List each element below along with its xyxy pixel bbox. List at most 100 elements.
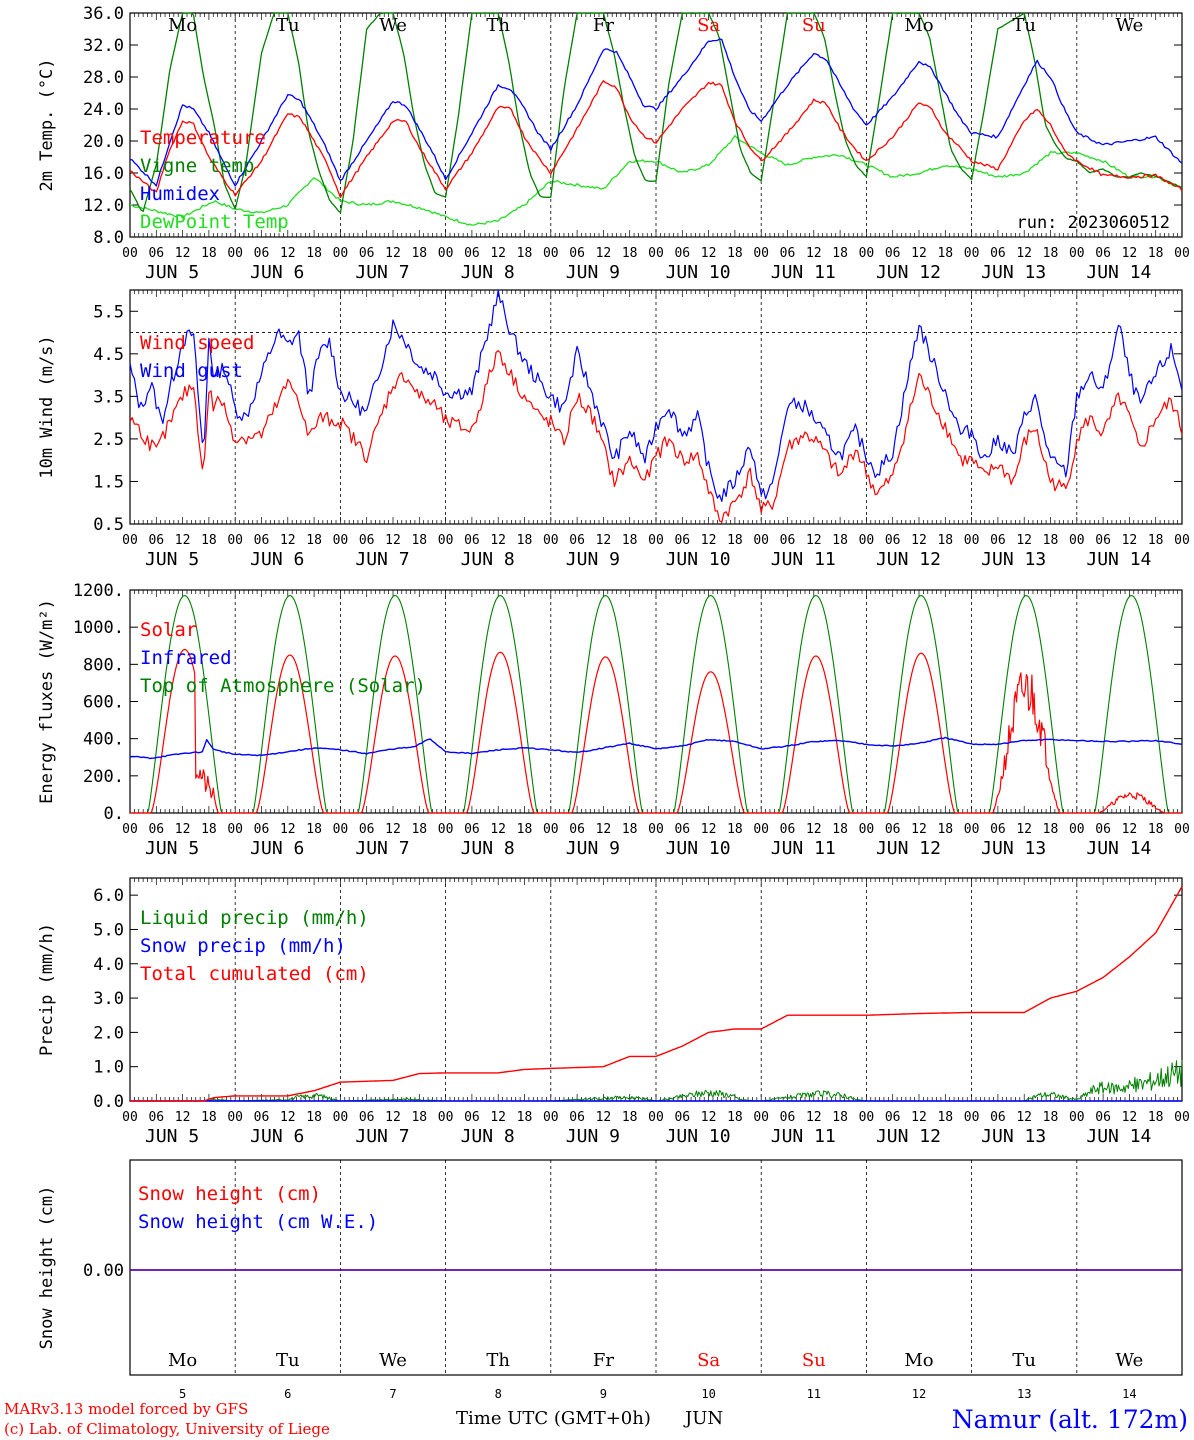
hour-tick-label: 00 bbox=[964, 246, 980, 261]
hour-tick-label: 00 bbox=[859, 246, 875, 261]
hour-tick-label: 18 bbox=[411, 533, 427, 548]
hour-tick-label: 00 bbox=[227, 1110, 243, 1125]
date-tick-label: JUN 8 bbox=[461, 549, 515, 570]
date-label: 7 bbox=[389, 1387, 396, 1401]
hour-tick-label: 06 bbox=[359, 533, 375, 548]
series-infrared bbox=[129, 736, 1183, 760]
legend-liquid-precip-mm-h: Liquid precip (mm/h) bbox=[140, 907, 369, 929]
hour-tick-label: 18 bbox=[201, 246, 217, 261]
date-label: 9 bbox=[600, 1387, 607, 1401]
series-solar bbox=[130, 648, 1182, 814]
hour-tick-label: 06 bbox=[569, 246, 585, 261]
y-tick-label: 5.5 bbox=[93, 302, 124, 322]
weekday-label: Mo bbox=[904, 1350, 933, 1371]
hour-tick-label: 06 bbox=[148, 246, 164, 261]
hour-tick-label: 00 bbox=[333, 1110, 349, 1125]
hour-tick-label: 06 bbox=[990, 1110, 1006, 1125]
y-tick-label: 1000. bbox=[73, 618, 124, 638]
hour-tick-label: 06 bbox=[359, 1110, 375, 1125]
panel-frame-2 bbox=[129, 589, 1183, 814]
hour-tick-label: 00 bbox=[964, 1110, 980, 1125]
hour-tick-label: 06 bbox=[569, 822, 585, 837]
y-tick-label: 6.0 bbox=[93, 886, 124, 906]
date-tick-label: JUN 13 bbox=[981, 549, 1046, 570]
hour-tick-label: 18 bbox=[832, 246, 848, 261]
hour-tick-label: 06 bbox=[464, 533, 480, 548]
hour-tick-label: 18 bbox=[517, 246, 533, 261]
hour-tick-label: 18 bbox=[411, 822, 427, 837]
hour-tick-label: 12 bbox=[175, 533, 191, 548]
date-tick-label: JUN 9 bbox=[566, 262, 620, 283]
hour-tick-label: 12 bbox=[911, 246, 927, 261]
date-label: 13 bbox=[1017, 1387, 1031, 1401]
hour-tick-label: 06 bbox=[464, 1110, 480, 1125]
y-tick-label: 4.5 bbox=[93, 345, 124, 365]
hour-tick-label: 18 bbox=[937, 533, 953, 548]
weekday-label: Mo bbox=[168, 1350, 197, 1371]
hour-tick-label: 00 bbox=[438, 822, 454, 837]
hour-tick-label: 12 bbox=[911, 1110, 927, 1125]
hour-tick-label: 00 bbox=[753, 822, 769, 837]
weekday-label: Sa bbox=[697, 15, 720, 36]
hour-tick-label: 18 bbox=[622, 533, 638, 548]
hour-tick-label: 12 bbox=[490, 1110, 506, 1125]
date-tick-label: JUN 5 bbox=[145, 549, 199, 570]
legend-top-of-atmosphere-solar: Top of Atmosphere (Solar) bbox=[140, 675, 426, 697]
weekday-label: Mo bbox=[168, 15, 197, 36]
y-tick-label: 3.5 bbox=[93, 387, 124, 407]
x-axis-month: JUN bbox=[683, 1408, 723, 1429]
hour-tick-label: 18 bbox=[1148, 1110, 1164, 1125]
date-tick-label: JUN 9 bbox=[566, 1126, 620, 1147]
hour-tick-label: 00 bbox=[227, 822, 243, 837]
hour-tick-label: 06 bbox=[1095, 246, 1111, 261]
hour-tick-label: 06 bbox=[148, 822, 164, 837]
date-tick-label: JUN 10 bbox=[666, 262, 731, 283]
hour-tick-label: 12 bbox=[385, 246, 401, 261]
series-wind-gust bbox=[129, 289, 1183, 502]
y-tick-label: 3.0 bbox=[93, 989, 124, 1009]
hour-tick-label: 06 bbox=[569, 1110, 585, 1125]
hour-tick-label: 00 bbox=[1174, 1110, 1190, 1125]
hour-tick-label: 12 bbox=[385, 533, 401, 548]
hour-tick-label: 18 bbox=[1148, 246, 1164, 261]
y-tick-label: 2.5 bbox=[93, 430, 124, 450]
hour-tick-label: 18 bbox=[306, 246, 322, 261]
y-axis-label: 2m Temp. (°C) bbox=[37, 58, 57, 191]
hour-tick-label: 18 bbox=[411, 1110, 427, 1125]
y-tick-label: 5.0 bbox=[93, 920, 124, 940]
hour-tick-label: 12 bbox=[701, 533, 717, 548]
legend-infrared: Infrared bbox=[140, 647, 232, 669]
hour-tick-label: 06 bbox=[1095, 1110, 1111, 1125]
hour-tick-label: 18 bbox=[727, 533, 743, 548]
hour-tick-label: 18 bbox=[517, 822, 533, 837]
y-tick-label: 1.5 bbox=[93, 472, 124, 492]
weekday-label: We bbox=[1116, 15, 1144, 36]
y-tick-label: 2.0 bbox=[93, 1023, 124, 1043]
hour-tick-label: 18 bbox=[622, 822, 638, 837]
hour-tick-label: 18 bbox=[937, 1110, 953, 1125]
weekday-label: Fr bbox=[593, 1350, 614, 1371]
hour-tick-label: 18 bbox=[201, 1110, 217, 1125]
hour-tick-label: 12 bbox=[1122, 822, 1138, 837]
hour-tick-label: 06 bbox=[254, 1110, 270, 1125]
date-tick-label: JUN 11 bbox=[771, 1126, 836, 1147]
hour-tick-label: 00 bbox=[648, 246, 664, 261]
date-tick-label: JUN 14 bbox=[1086, 549, 1151, 570]
hour-tick-label: 18 bbox=[306, 1110, 322, 1125]
hour-tick-label: 06 bbox=[990, 533, 1006, 548]
hour-tick-label: 18 bbox=[937, 822, 953, 837]
legend-solar: Solar bbox=[140, 619, 197, 641]
y-axis-label: Precip (mm/h) bbox=[37, 923, 57, 1056]
date-tick-label: JUN 14 bbox=[1086, 1126, 1151, 1147]
hour-tick-label: 06 bbox=[885, 822, 901, 837]
weekday-label: We bbox=[379, 15, 407, 36]
date-label: 12 bbox=[912, 1387, 926, 1401]
series-dewpoint-temp bbox=[129, 135, 1183, 226]
weekday-label: Th bbox=[486, 15, 510, 36]
hour-tick-label: 12 bbox=[806, 533, 822, 548]
hour-tick-label: 06 bbox=[148, 533, 164, 548]
y-tick-label: 32.0 bbox=[83, 36, 124, 56]
